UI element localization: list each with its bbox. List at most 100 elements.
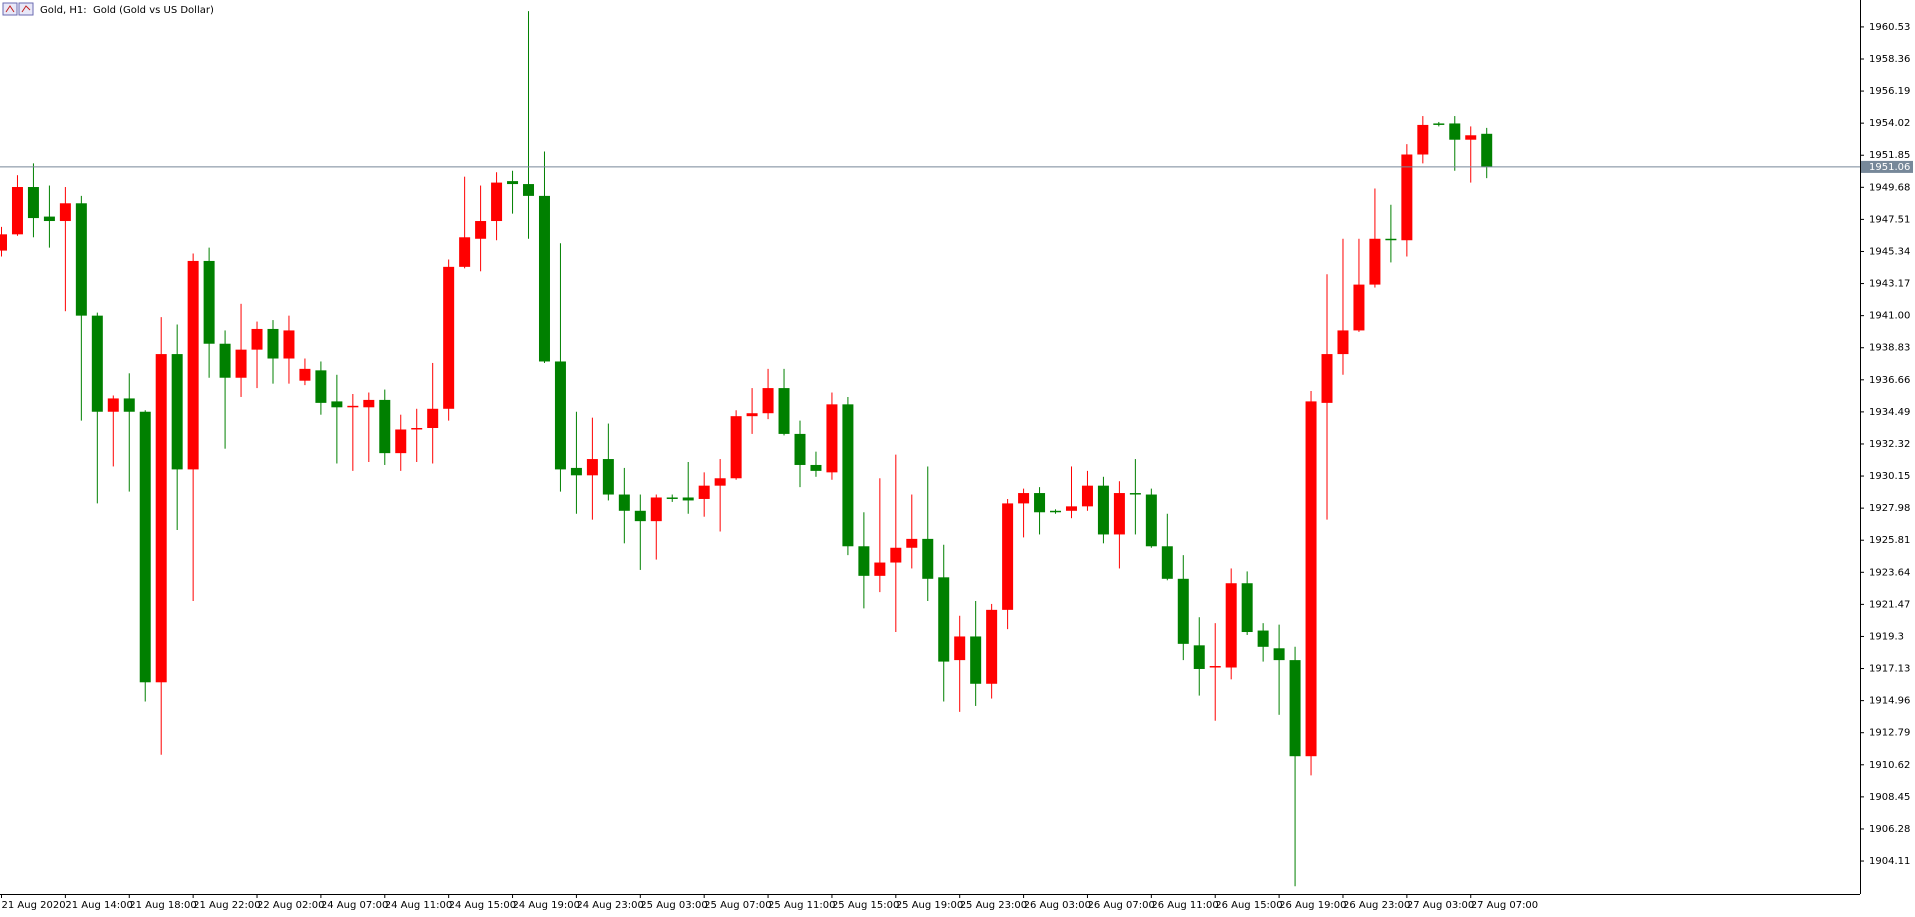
candle-body [1050,510,1062,513]
candle-body [0,234,7,251]
candle-body [1337,330,1349,355]
candle-body [171,354,183,470]
candle-body [1465,135,1477,140]
y-tick-label: 1914.96 [1869,696,1910,707]
candle-body [1289,660,1301,757]
y-tick-label: 1930.15 [1869,471,1910,482]
candle-body [1097,485,1109,535]
candle-body [906,538,918,548]
candle-body [59,203,71,222]
x-tick-label: 25 Aug 11:00 [768,900,835,911]
candle-body [618,494,630,511]
current-price-box [1861,160,1913,173]
y-tick-label: 1904.11 [1869,856,1910,867]
x-tick-label: 24 Aug 19:00 [513,900,580,911]
x-tick-label: 26 Aug 23:00 [1343,900,1410,911]
candle-body [1018,493,1030,504]
y-tick-label: 1943.17 [1869,279,1910,290]
y-tick-label: 1951.85 [1869,150,1910,161]
candle-body [1161,546,1173,579]
y-tick-label: 1936.66 [1869,375,1910,386]
candle-body [187,260,199,470]
candle-body [810,464,822,471]
candle-body [91,315,103,412]
y-tick-label: 1919.3 [1869,631,1904,642]
candle-body [890,547,902,563]
candle-body [874,562,886,576]
candle-body [411,428,423,430]
candle-body [778,388,790,434]
x-tick-label: 25 Aug 19:00 [896,900,963,911]
candle-body [1002,503,1014,610]
candle-body [427,408,439,429]
candle-body [43,216,55,222]
candle-body [1209,666,1221,668]
x-tick-label: 27 Aug 03:00 [1407,900,1474,911]
candle-body [139,411,151,683]
candle-body [634,510,646,522]
y-tick-label: 1910.62 [1869,760,1910,771]
candle-body [235,349,247,378]
y-tick-label: 1923.64 [1869,567,1910,578]
x-tick-label: 24 Aug 15:00 [449,900,516,911]
candle-body [730,416,742,479]
candle-body [858,546,870,576]
candle-body [443,266,455,409]
x-tick-label: 26 Aug 03:00 [1024,900,1091,911]
candle-body [954,636,966,661]
symbol-icon [2,2,34,16]
candle-body [1321,354,1333,403]
y-tick-label: 1958.36 [1869,54,1910,65]
x-tick-label: 26 Aug 07:00 [1087,900,1154,911]
candle-body [75,203,87,316]
x-tick-label: 25 Aug 15:00 [832,900,899,911]
candle-body [11,187,23,235]
x-tick-label: 25 Aug 07:00 [704,900,771,911]
x-tick-label: 26 Aug 19:00 [1279,900,1346,911]
candle-body [347,405,359,408]
y-tick-label: 1954.02 [1869,118,1910,129]
x-tick-label: 26 Aug 15:00 [1215,900,1282,911]
candle-body [922,538,934,579]
candle-body [570,467,582,476]
candle-body [1034,493,1046,513]
y-tick-label: 1921.47 [1869,599,1910,610]
y-tick-label: 1908.45 [1869,792,1910,803]
candle-body [1481,133,1493,167]
candle-body [1193,645,1205,669]
candle-body [379,399,391,454]
candle-body [1449,123,1461,140]
candle-body [1145,494,1157,547]
candle-body [1177,578,1189,644]
x-tick-label: 27 Aug 07:00 [1471,900,1538,911]
candle-body [826,404,838,473]
candle-body [1305,401,1317,757]
y-tick-label: 1906.28 [1869,824,1910,835]
candle-body [650,497,662,522]
candle-body [794,433,806,465]
x-tick-label: 25 Aug 03:00 [640,900,707,911]
x-tick-label: 25 Aug 23:00 [960,900,1027,911]
y-tick-label: 1938.83 [1869,343,1910,354]
y-tick-label: 1927.98 [1869,503,1910,514]
y-tick-label: 1956.19 [1869,86,1910,97]
x-tick-label: 24 Aug 07:00 [321,900,388,911]
candle-body [251,328,263,350]
y-tick-label: 1941.00 [1869,311,1910,322]
candle-body [1225,583,1237,668]
chart-title: Gold, H1: Gold (Gold vs US Dollar) [40,5,214,16]
candle-body [219,343,231,378]
candle-body [107,398,119,412]
candle-body [363,399,375,408]
y-tick-label: 1934.49 [1869,407,1910,418]
candle-body [746,413,758,417]
candle-body [1369,238,1381,285]
candle-body [1081,485,1093,507]
candle-body [1241,583,1253,633]
candle-body [762,388,774,414]
x-tick-label: 21 Aug 18:00 [129,900,196,911]
candle-body [554,361,566,470]
candle-body [986,609,998,684]
candle-body [491,182,503,222]
